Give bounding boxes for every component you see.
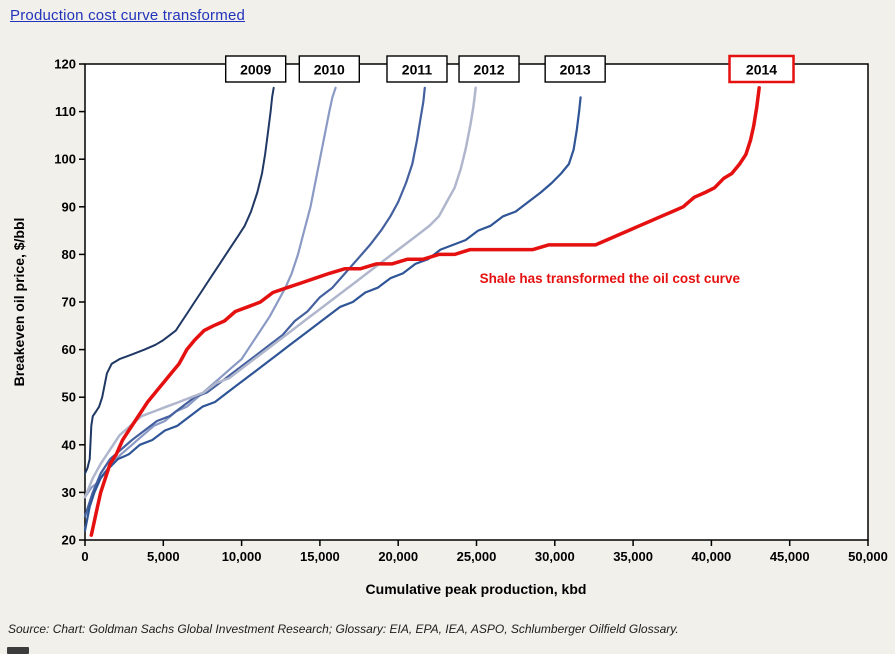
x-tick-label: 45,000 bbox=[770, 549, 810, 564]
y-tick-label: 40 bbox=[62, 437, 76, 452]
year-label-box-2011 bbox=[386, 55, 448, 83]
x-tick-label: 25,000 bbox=[457, 549, 497, 564]
year-label-2009: 2009 bbox=[240, 62, 271, 78]
year-label-box-2013 bbox=[544, 55, 606, 83]
x-tick-label: 30,000 bbox=[535, 549, 575, 564]
x-tick-label: 10,000 bbox=[222, 549, 262, 564]
source-note: Source: Chart: Goldman Sachs Global Inve… bbox=[8, 622, 679, 636]
x-axis-title: Cumulative peak production, kbd bbox=[366, 581, 587, 597]
series-line-2011 bbox=[83, 86, 426, 518]
y-tick-label: 120 bbox=[54, 57, 76, 72]
year-label-box-2012 bbox=[458, 55, 520, 83]
series-line-2013 bbox=[83, 96, 582, 532]
x-tick-label: 15,000 bbox=[300, 549, 340, 564]
series-line-2009 bbox=[84, 86, 275, 475]
series-line-2012 bbox=[83, 86, 477, 499]
y-tick-label: 90 bbox=[62, 199, 76, 214]
year-label-2013: 2013 bbox=[560, 62, 591, 78]
series-line-2010 bbox=[83, 86, 337, 499]
y-tick-label: 100 bbox=[54, 152, 76, 167]
annotation-shale: Shale has transformed the oil cost curve bbox=[480, 271, 741, 286]
x-tick-label: 40,000 bbox=[692, 549, 732, 564]
year-label-2010: 2010 bbox=[314, 62, 345, 78]
y-tick-label: 20 bbox=[62, 533, 76, 548]
x-tick-label: 0 bbox=[81, 549, 88, 564]
year-label-box-2010 bbox=[298, 55, 360, 83]
x-tick-label: 5,000 bbox=[147, 549, 180, 564]
year-label-box-2014 bbox=[728, 54, 795, 84]
cropped-edge-artifact bbox=[7, 647, 29, 654]
year-label-2014: 2014 bbox=[746, 62, 777, 78]
chart-title: Production cost curve transformed bbox=[10, 7, 246, 24]
year-label-box-2009 bbox=[224, 55, 287, 83]
plot-area bbox=[84, 63, 869, 541]
y-tick-label: 80 bbox=[62, 247, 76, 262]
plot-layer: 20 30 40 50 60 70 80 90 100 110 120 0 5,000 10,000 15,… bbox=[54, 54, 888, 564]
y-tick-label: 110 bbox=[55, 104, 76, 119]
cost-curve-chart: 20 30 40 50 60 70 80 90 100 110 120 0 5,000 10,000 15,… bbox=[11, 54, 888, 597]
y-tick-label: 50 bbox=[62, 390, 76, 405]
x-tick-label: 20,000 bbox=[378, 549, 418, 564]
y-axis-title: Breakeven oil price, $/bbl bbox=[11, 218, 27, 387]
series-line-2014 bbox=[89, 86, 761, 537]
y-tick-label: 30 bbox=[62, 485, 76, 500]
y-tick-label: 70 bbox=[62, 295, 76, 310]
year-label-2011: 2011 bbox=[402, 62, 433, 78]
y-tick-label: 60 bbox=[62, 342, 76, 357]
x-tick-label: 50,000 bbox=[848, 549, 888, 564]
year-label-2012: 2012 bbox=[473, 62, 504, 78]
x-tick-label: 35,000 bbox=[613, 549, 653, 564]
